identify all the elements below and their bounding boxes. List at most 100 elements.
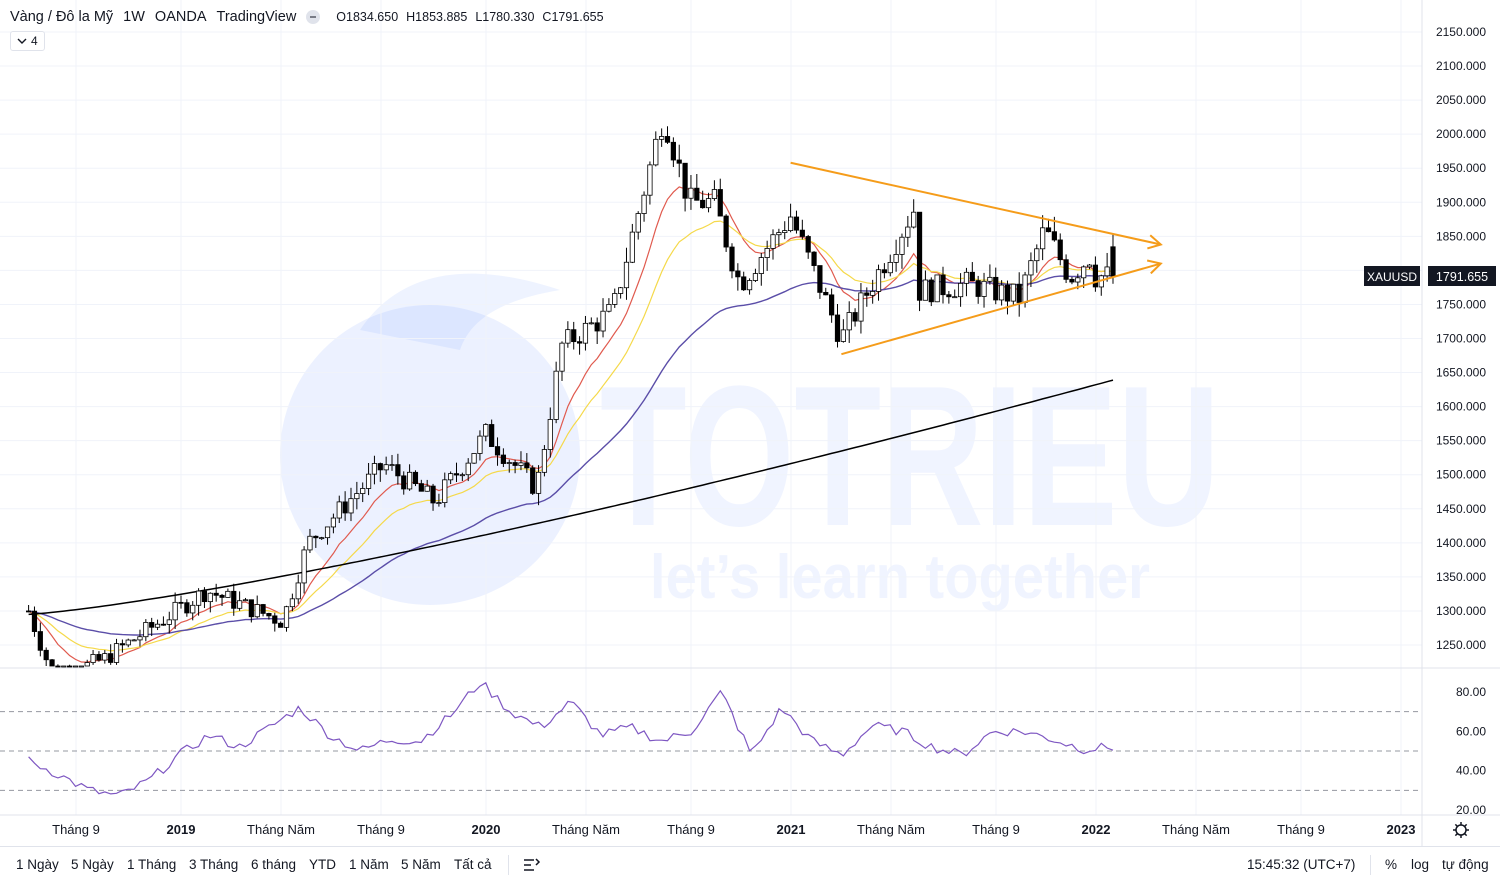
y-tick-label: 2000.000 [1436, 127, 1486, 141]
candle [477, 430, 483, 461]
candle [25, 604, 32, 613]
candle [166, 611, 172, 634]
range-1d[interactable]: 1 Ngày [16, 857, 59, 872]
range-1m[interactable]: 1 Tháng [127, 857, 177, 872]
range-6m[interactable]: 6 tháng [251, 857, 297, 872]
log-scale-button[interactable]: log [1411, 857, 1430, 872]
trendlines[interactable] [790, 161, 1163, 356]
auto-scale-button[interactable]: tự động [1442, 857, 1489, 872]
candle [506, 459, 512, 473]
candle [295, 574, 301, 604]
y-tick-label: 1500.000 [1436, 468, 1486, 482]
candle [1063, 254, 1069, 284]
candle [659, 128, 665, 147]
candle [647, 161, 653, 205]
y-tick-label: 1550.000 [1436, 434, 1486, 448]
settings-gear-icon[interactable] [1453, 822, 1469, 838]
candle [430, 483, 436, 511]
candle [131, 638, 137, 642]
candle [641, 191, 647, 222]
candle [723, 214, 729, 252]
candle [178, 595, 184, 609]
candle [729, 243, 735, 279]
x-tick-label: Tháng 9 [357, 822, 405, 837]
candle [242, 597, 249, 602]
candle [1086, 264, 1093, 270]
candle [31, 606, 38, 637]
candle [746, 278, 753, 295]
candle [899, 233, 905, 269]
watermark-tagline: let’s learn together [650, 543, 1150, 612]
candle [383, 456, 389, 475]
candle [981, 272, 987, 308]
candle [700, 190, 706, 209]
candle [682, 162, 688, 212]
x-tick-label: Tháng 9 [52, 822, 100, 837]
y-tick-label: 1450.000 [1436, 502, 1486, 516]
candle [266, 612, 272, 620]
candle [770, 229, 776, 260]
y-tick-label: 1900.000 [1436, 195, 1486, 209]
candle [500, 448, 506, 468]
y-tick-label: 1300.000 [1436, 604, 1486, 618]
trendline-upper [790, 161, 1162, 246]
candle [934, 274, 940, 303]
range-1y[interactable]: 1 Năm [349, 857, 389, 872]
candle [969, 262, 975, 282]
candle [453, 462, 460, 482]
rsi-tick-label: 80.00 [1456, 685, 1486, 699]
go-to-date-icon[interactable] [523, 857, 541, 873]
candle [629, 223, 635, 264]
candle [260, 603, 266, 617]
candle [248, 599, 254, 623]
range-ytd[interactable]: YTD [309, 857, 336, 872]
candle [283, 605, 290, 632]
candle [547, 407, 553, 458]
candle [541, 445, 548, 477]
candle [225, 588, 231, 598]
range-5d[interactable]: 5 Ngày [71, 857, 114, 872]
range-3m[interactable]: 3 Tháng [189, 857, 239, 872]
indicators-toggle-button[interactable]: 4 [10, 31, 45, 51]
ohlc-low: L1780.330 [475, 10, 535, 24]
chart-grid [0, 0, 1422, 815]
minus-icon[interactable] [306, 10, 321, 24]
bottom-toolbar: 1 Ngày 5 Ngày 1 Tháng 3 Tháng 6 tháng YT… [0, 846, 1500, 884]
candle [975, 275, 981, 304]
candle [799, 219, 805, 240]
watermark: TOTRIEU let’s learn together [280, 273, 1220, 612]
candle [1057, 233, 1063, 266]
range-all[interactable]: Tất cả [454, 857, 492, 872]
candle [395, 453, 401, 485]
candle [113, 638, 120, 665]
symbol-name[interactable]: Vàng / Đô la Mỹ [10, 9, 114, 25]
percent-scale-button[interactable]: % [1385, 857, 1398, 872]
candle [61, 665, 67, 668]
candle [231, 583, 237, 616]
candle [1069, 276, 1075, 285]
candle [137, 629, 143, 647]
y-tick-label: 1750.000 [1436, 297, 1486, 311]
candle [207, 592, 213, 613]
candle [1081, 265, 1087, 288]
clock[interactable]: 15:45:32 (UTC+7) [1247, 857, 1356, 872]
candle [524, 453, 530, 473]
candle [875, 264, 882, 301]
candle [195, 588, 202, 616]
candle [670, 137, 676, 168]
candle [389, 454, 395, 471]
candle [49, 658, 55, 667]
candle [401, 471, 407, 495]
x-tick-label: Tháng 9 [972, 822, 1020, 837]
candle [805, 234, 811, 259]
candle [952, 289, 958, 299]
range-5y[interactable]: 5 Năm [401, 857, 441, 872]
interval[interactable]: 1W [123, 9, 145, 25]
candle [752, 268, 759, 283]
divider [1370, 855, 1371, 875]
candle [471, 453, 477, 464]
ohlc-close: C1791.655 [542, 10, 604, 24]
candle [184, 599, 190, 617]
